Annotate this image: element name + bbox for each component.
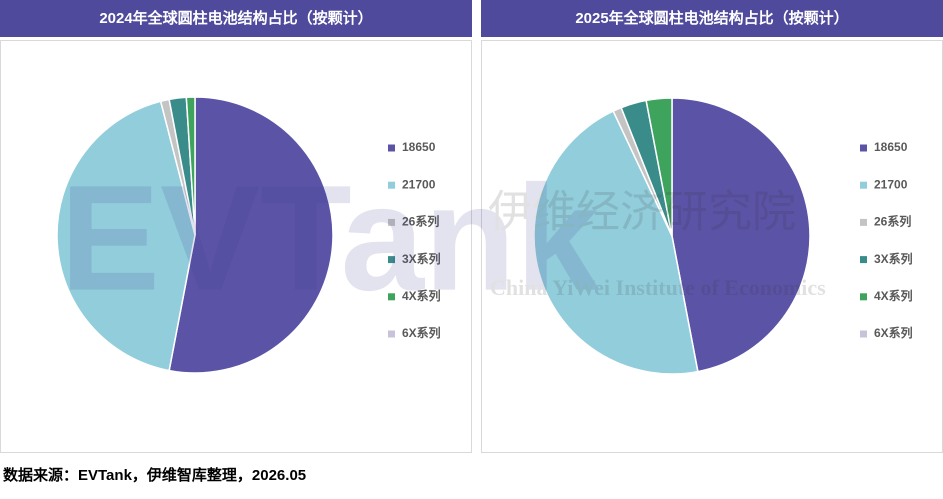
watermark: EVTank 伊维经济研究院 China YiWei Institute of … [60,154,826,322]
legend-swatch [388,293,395,301]
legend-swatch [860,144,867,152]
legend-swatch [388,256,395,264]
legend-label: 3X系列 [402,251,441,266]
legend-swatch [860,218,867,226]
legend-label: 26系列 [874,214,911,229]
pie-slice [533,110,699,375]
watermark-name: 伊维经济研究院 [488,187,796,238]
legend-label: 4X系列 [402,288,441,303]
watermark-name-en: China YiWei Institute of Economics [490,275,826,300]
legend-swatch [860,181,867,189]
pie-slice [645,97,673,237]
legend-label: 21700 [402,177,436,191]
legend-label: 18650 [402,140,436,154]
pie-slice [185,96,196,236]
legend-swatch [860,256,867,264]
panel [0,40,472,453]
legend-label: 21700 [874,177,908,191]
legend-swatch [860,330,867,338]
watermark-logo: EVTank [60,154,600,322]
legend-label: 3X系列 [874,251,913,266]
legend-swatch [860,293,867,301]
legend-label: 4X系列 [874,288,913,303]
header-bar [481,0,943,37]
pie-slice [671,97,811,373]
pie-slice [168,96,334,374]
legend-swatch [388,218,395,226]
legend-label: 26系列 [402,214,439,229]
header-bar [0,0,472,37]
legend-swatch [388,144,395,152]
pie-slice [56,100,196,372]
source-note: 数据来源：EVTank，伊维智库整理，2026.05 [3,466,306,484]
legend-label: 6X系列 [402,325,441,340]
chart-title: 2024年全球圆柱电池结构占比（按颗计） [99,9,372,27]
legend-label: 18650 [874,140,908,154]
legend-swatch [388,330,395,338]
legend-swatch [388,181,395,189]
chart-title: 2025年全球圆柱电池结构占比（按颗计） [575,9,848,27]
legend-label: 6X系列 [874,325,913,340]
